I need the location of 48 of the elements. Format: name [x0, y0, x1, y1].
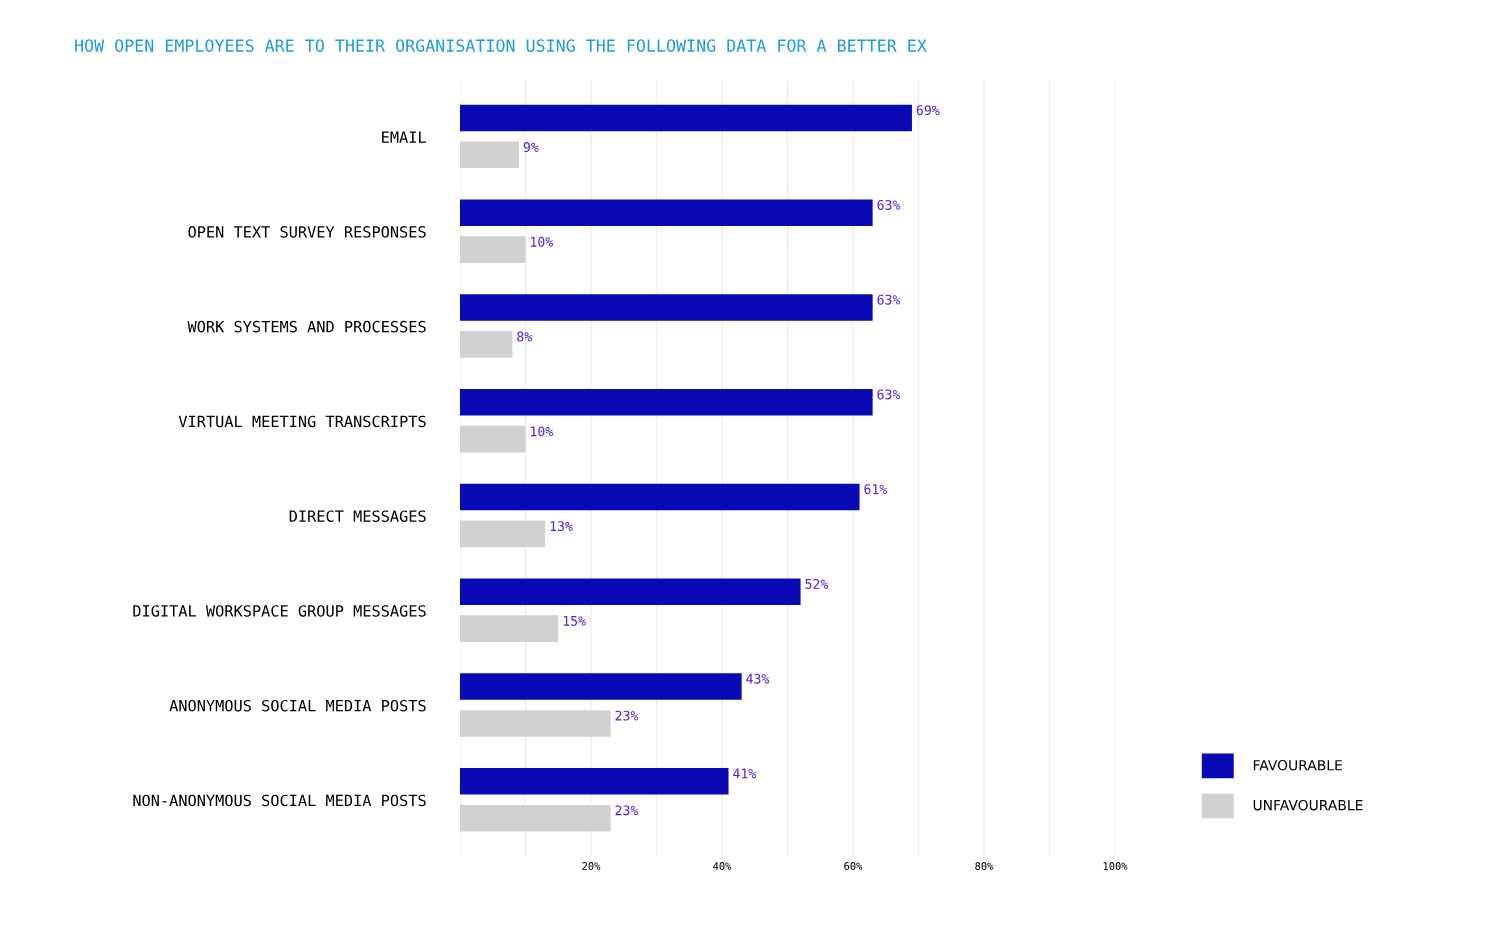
data-label: 63% [877, 294, 901, 305]
bar [460, 331, 513, 358]
y-tick-label: VIRTUAL MEETING TRANSCRIPTS [178, 415, 426, 428]
data-label: 43% [746, 673, 770, 684]
y-tick-label: DIGITAL WORKSPACE GROUP MESSAGES [133, 605, 426, 617]
bar [460, 388, 873, 416]
bar [460, 767, 729, 795]
x-tick-label: 40% [713, 862, 732, 870]
bar [460, 236, 526, 263]
bar [460, 615, 559, 642]
data-label: 61% [864, 484, 888, 495]
bar [460, 673, 742, 700]
legend-label: FAVOURABLE [1253, 759, 1342, 771]
data-label: 10% [531, 236, 554, 247]
bar [460, 710, 611, 737]
data-label: 63% [877, 199, 901, 210]
data-label: 23% [615, 710, 639, 721]
y-tick-label: ANONYMOUS SOCIAL MEDIA POSTS [169, 699, 426, 712]
data-label: 41% [733, 768, 757, 779]
bar [460, 578, 801, 605]
bar [460, 141, 519, 169]
bar [460, 804, 611, 832]
bar [460, 199, 873, 226]
y-tick-label: WORK SYSTEMS AND PROCESSES [187, 320, 426, 333]
bar [460, 520, 546, 548]
data-label: 69% [916, 105, 940, 116]
x-tick-label: 60% [844, 862, 863, 870]
y-tick-label: DIRECT MESSAGES [289, 510, 426, 522]
bar [460, 104, 912, 132]
legend-label: UNFAVOURABLE [1253, 799, 1363, 811]
bar [460, 483, 860, 511]
data-label: 9% [523, 142, 539, 153]
bar [460, 425, 526, 453]
y-tick-label: OPEN TEXT SURVEY RESPONSES [188, 226, 426, 238]
bar [460, 294, 873, 321]
data-label: 15% [563, 616, 586, 626]
y-tick-label: EMAIL [382, 131, 426, 143]
data-label: 8% [517, 331, 532, 342]
data-label: 10% [531, 426, 554, 437]
y-tick-label: NON-ANONYMOUS SOCIAL MEDIA POSTS [133, 794, 426, 807]
x-tick-label: 100% [1103, 862, 1128, 870]
data-label: 13% [550, 521, 573, 532]
data-label: 63% [877, 389, 901, 400]
x-tick-label: 20% [582, 862, 601, 870]
x-tick-label: 80% [975, 862, 994, 870]
data-label: 52% [805, 578, 829, 589]
data-label: 23% [615, 805, 639, 816]
chart-title: HOW OPEN EMPLOYEES ARE TO THEIR ORGANISATION USING THE FOLLOWING DATA FOR A BETTER EX [75, 39, 927, 52]
